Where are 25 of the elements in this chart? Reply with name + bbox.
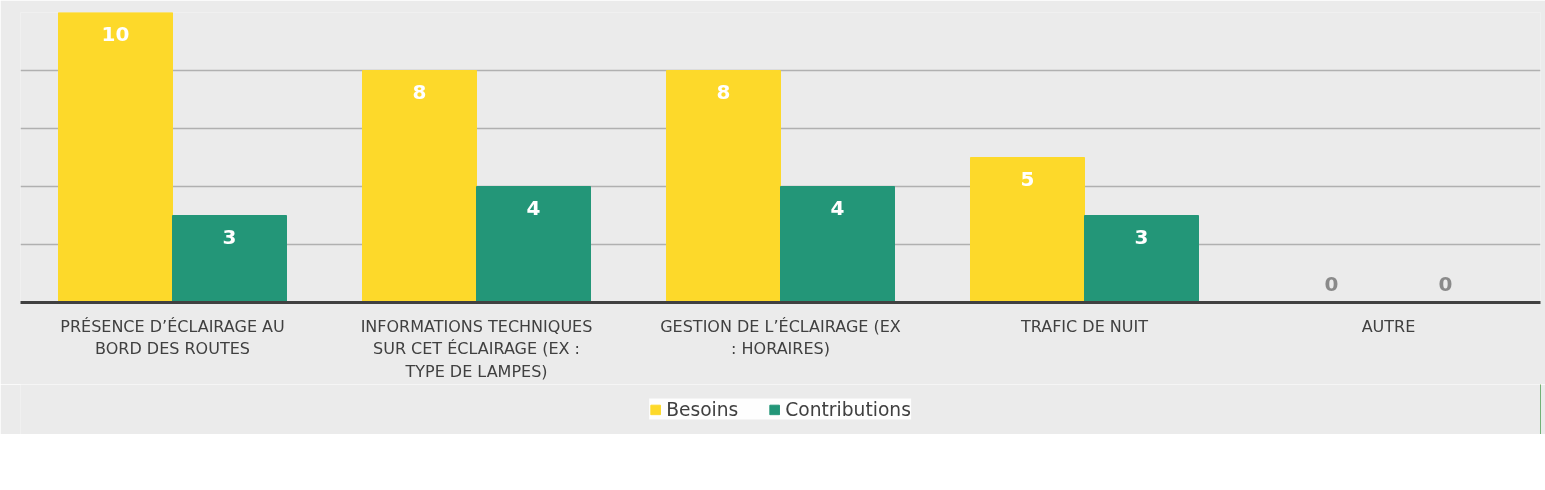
data-label: 5 xyxy=(1020,166,1035,191)
data-label: 3 xyxy=(222,224,237,249)
data-label: 4 xyxy=(526,195,541,220)
x-tick-label: PRÉSENCE D’ÉCLAIRAGE AU BORD DES ROUTES xyxy=(60,316,285,359)
data-label: 4 xyxy=(830,195,845,220)
data-label: 8 xyxy=(716,79,731,104)
bar xyxy=(476,186,591,303)
bar xyxy=(780,186,895,303)
bar xyxy=(58,12,173,303)
legend-label: Besoins xyxy=(666,398,739,420)
bar xyxy=(172,215,287,303)
x-tick-label: INFORMATIONS TECHNIQUES SUR CET ÉCLAIRAGE (EX : TYPE DE LAMPES) xyxy=(360,316,593,382)
x-tick-label: TRAFIC DE NUIT xyxy=(1019,316,1149,336)
bar xyxy=(666,70,781,303)
x-tick-label: AUTRE xyxy=(1361,316,1416,336)
data-label: 10 xyxy=(101,21,130,46)
legend-label: Contributions xyxy=(785,398,911,420)
data-label: 0 xyxy=(1324,271,1339,296)
data-label: 8 xyxy=(412,79,427,104)
bar xyxy=(970,157,1085,303)
data-label: 3 xyxy=(1134,224,1149,249)
bar xyxy=(362,70,477,303)
x-tick-label: GESTION DE L’ÉCLAIRAGE (EX : HORAIRES) xyxy=(660,316,901,359)
data-label: 0 xyxy=(1438,271,1453,296)
bar xyxy=(1084,215,1199,303)
